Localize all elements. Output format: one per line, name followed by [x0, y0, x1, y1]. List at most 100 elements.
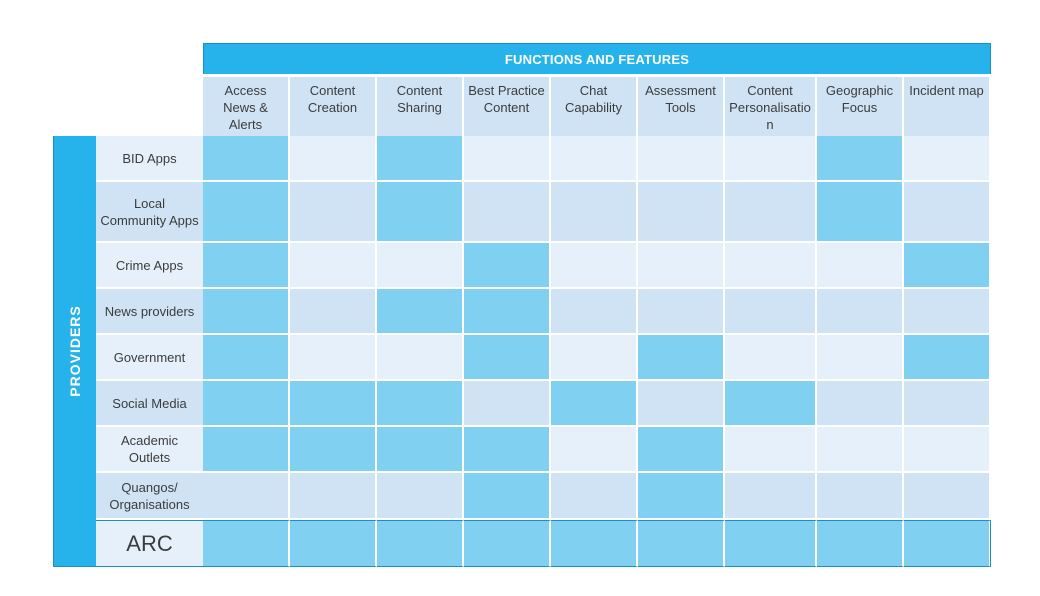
column-header: Assessment Tools	[638, 77, 725, 136]
column-header: Access News & Alerts	[203, 77, 290, 136]
matrix-cell-empty	[725, 243, 817, 289]
matrix-cell-empty	[817, 243, 904, 289]
column-header: Incident map	[904, 77, 991, 136]
row-header-label: Local Community Apps	[100, 195, 199, 228]
matrix-cell-empty	[290, 335, 377, 381]
matrix-cell-filled	[377, 289, 464, 335]
matrix-cell-empty	[638, 381, 725, 427]
matrix-cell-filled	[290, 520, 377, 567]
matrix-cell-filled	[290, 427, 377, 473]
matrix-cell-empty	[725, 473, 817, 520]
column-header-label: Content Personalisation	[729, 83, 811, 132]
matrix-cell-filled	[638, 473, 725, 520]
matrix-cell-filled	[725, 381, 817, 427]
row-header: Academic Outlets	[96, 427, 203, 473]
matrix-cell-empty	[638, 289, 725, 335]
column-header: Geographic Focus	[817, 77, 904, 136]
matrix-cell-filled	[904, 520, 991, 567]
row-header: News providers	[96, 289, 203, 335]
matrix-cell-filled	[464, 243, 551, 289]
column-header: Content Sharing	[377, 77, 464, 136]
matrix-cell-empty	[290, 182, 377, 243]
matrix-cell-filled	[464, 473, 551, 520]
matrix-cell-filled	[377, 381, 464, 427]
matrix-cell-empty	[290, 473, 377, 520]
matrix-cell-filled	[817, 136, 904, 182]
matrix-cell-empty	[464, 381, 551, 427]
matrix-cell-filled	[904, 243, 991, 289]
matrix-cell-empty	[904, 182, 991, 243]
row-header: ARC	[96, 520, 203, 567]
matrix-cell-filled	[203, 243, 290, 289]
matrix-cell-filled	[638, 335, 725, 381]
matrix-cell-empty	[290, 136, 377, 182]
column-header-label: Access News & Alerts	[223, 83, 268, 132]
row-header: Social Media	[96, 381, 203, 427]
matrix-cell-filled	[817, 520, 904, 567]
providers-bar: PROVIDERS	[53, 136, 96, 567]
matrix-cell-empty	[638, 136, 725, 182]
matrix-cell-empty	[725, 335, 817, 381]
matrix-cell-empty	[725, 427, 817, 473]
banner-title: FUNCTIONS AND FEATURES	[504, 51, 690, 67]
matrix-cell-empty	[817, 427, 904, 473]
column-header: Chat Capability	[551, 77, 638, 136]
matrix-cell-empty	[290, 289, 377, 335]
column-header-label: Best Practice Content	[468, 83, 545, 115]
matrix-cell-empty	[725, 136, 817, 182]
matrix-cell-empty	[551, 473, 638, 520]
matrix-cell-empty	[203, 473, 290, 520]
matrix-cell-filled	[464, 335, 551, 381]
matrix-cell-filled	[377, 427, 464, 473]
matrix-cell-filled	[464, 289, 551, 335]
matrix-cell-filled	[817, 182, 904, 243]
matrix-cell-filled	[638, 520, 725, 567]
matrix-cell-filled	[203, 427, 290, 473]
matrix-cell-empty	[290, 243, 377, 289]
row-header-label: News providers	[104, 303, 195, 319]
matrix-cell-filled	[464, 520, 551, 567]
matrix-cell-empty	[551, 182, 638, 243]
matrix-cell-filled	[551, 381, 638, 427]
providers-label: PROVIDERS	[67, 305, 83, 397]
matrix-cell-filled	[377, 182, 464, 243]
column-header-label: Content Sharing	[396, 83, 443, 115]
arc-row-edge	[990, 520, 991, 567]
matrix-cell-empty	[817, 381, 904, 427]
matrix-cell-empty	[377, 335, 464, 381]
row-header-label: Quangos/ Organisations	[109, 479, 190, 512]
matrix-cell-filled	[904, 335, 991, 381]
matrix-cell-filled	[464, 427, 551, 473]
row-header-label: ARC	[126, 531, 173, 556]
matrix-cell-empty	[725, 289, 817, 335]
matrix-cell-filled	[290, 381, 377, 427]
matrix-cell-empty	[817, 473, 904, 520]
matrix-cell-empty	[904, 381, 991, 427]
row-header-label: Academic Outlets	[120, 433, 179, 465]
matrix-cell-filled	[203, 520, 290, 567]
matrix-cell-empty	[904, 289, 991, 335]
row-header-label: Crime Apps	[115, 257, 184, 273]
row-header: Local Community Apps	[96, 182, 203, 243]
matrix-cell-filled	[203, 289, 290, 335]
row-header: Crime Apps	[96, 243, 203, 289]
matrix-cell-empty	[904, 136, 991, 182]
matrix-cell-filled	[203, 381, 290, 427]
row-header-label: BID Apps	[122, 150, 177, 166]
matrix-cell-empty	[464, 182, 551, 243]
row-header-label: Government	[113, 349, 186, 365]
matrix-cell-filled	[377, 136, 464, 182]
matrix-cell-empty	[377, 473, 464, 520]
matrix-cell-filled	[725, 520, 817, 567]
matrix-cell-empty	[377, 243, 464, 289]
column-header-label: Assessment Tools	[645, 83, 716, 115]
matrix-cell-empty	[725, 182, 817, 243]
row-header: Quangos/ Organisations	[96, 473, 203, 520]
matrix-cell-empty	[904, 427, 991, 473]
matrix-cell-empty	[551, 427, 638, 473]
matrix-cell-empty	[904, 473, 991, 520]
column-header-label: Content Creation	[307, 83, 358, 115]
matrix-cell-filled	[551, 520, 638, 567]
column-header-label: Incident map	[909, 83, 984, 98]
